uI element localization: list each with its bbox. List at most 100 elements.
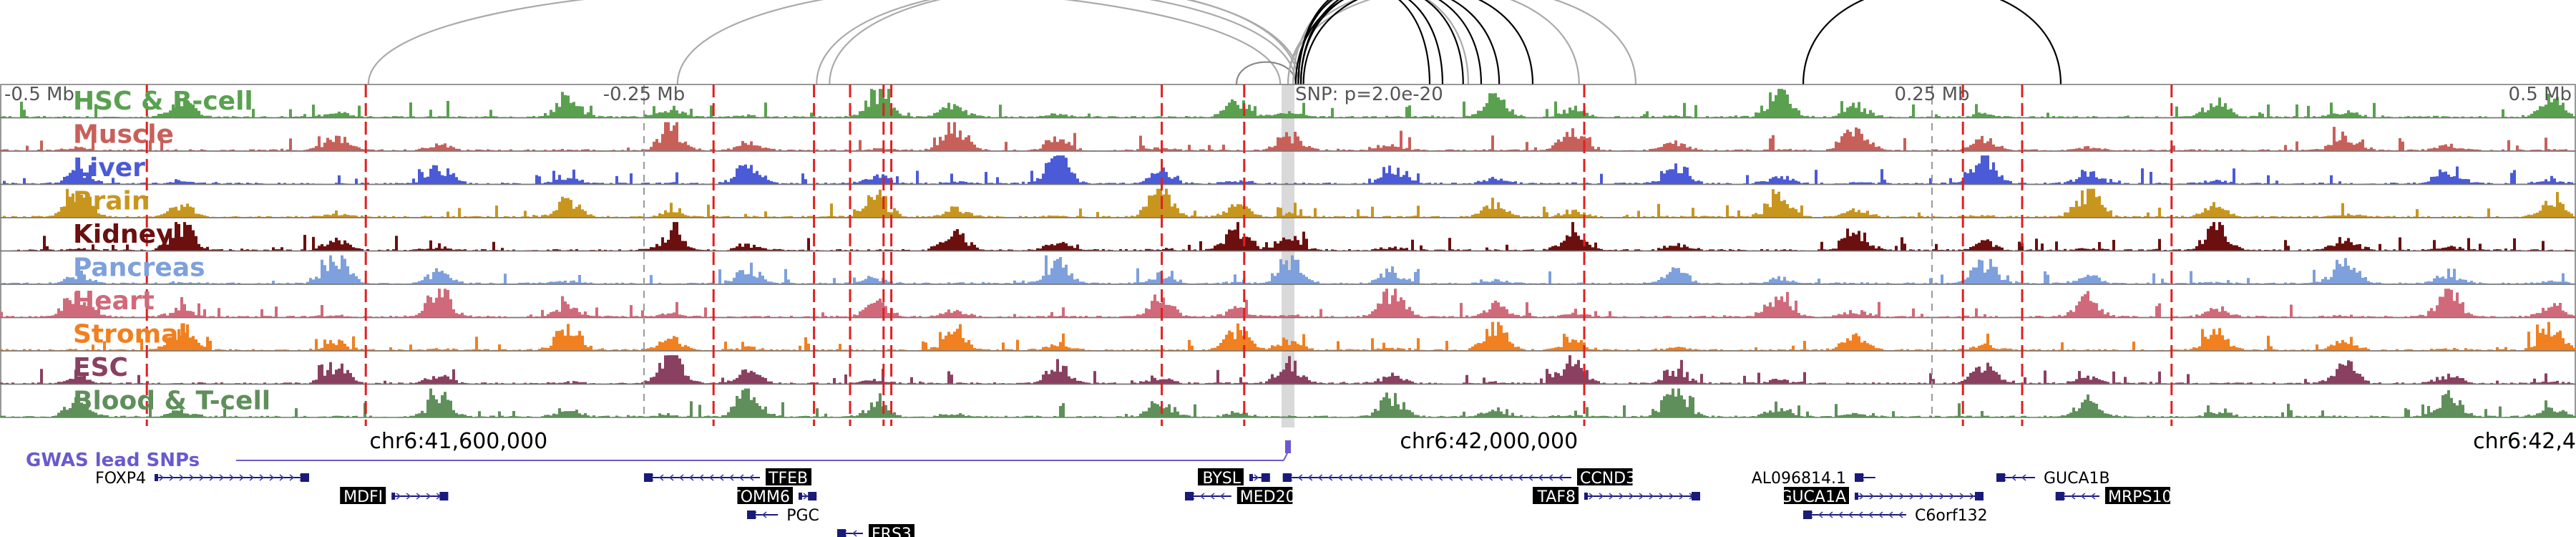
strand-chevron bbox=[1909, 493, 1915, 500]
gene-exon bbox=[2055, 493, 2059, 500]
strand-chevron bbox=[1387, 474, 1393, 481]
strand-chevron bbox=[1428, 474, 1433, 481]
gene-frs3: FRS3 bbox=[837, 524, 914, 537]
gene-label-box bbox=[340, 487, 386, 504]
gene-exon bbox=[1584, 493, 1588, 500]
gene-label: MED20 bbox=[1240, 488, 1296, 506]
signal-6 bbox=[0, 255, 2576, 284]
strand-chevron bbox=[1649, 493, 1654, 500]
strand-chevron bbox=[1889, 493, 1895, 500]
strand-chevron bbox=[728, 474, 734, 481]
strand-chevron bbox=[416, 493, 421, 500]
strand-chevron bbox=[1879, 493, 1885, 500]
strand-chevron bbox=[426, 493, 431, 500]
axis-tick-label: -0.25 Mb bbox=[603, 84, 685, 105]
gene-label: CCND3 bbox=[1580, 470, 1636, 488]
loop-arc-4 bbox=[829, 0, 1299, 85]
strand-chevron bbox=[1858, 511, 1863, 518]
signal-8 bbox=[0, 321, 2576, 351]
strand-chevron bbox=[1327, 474, 1333, 481]
strand-chevron bbox=[179, 474, 185, 481]
signal-9 bbox=[0, 355, 2576, 384]
gwas-lead-snps-track: GWAS lead SNPs bbox=[26, 440, 1291, 471]
strand-chevron bbox=[1528, 474, 1533, 481]
track-label: Pancreas bbox=[73, 253, 205, 283]
loop-arc-10 bbox=[1299, 0, 1483, 85]
snp-pvalue-label: SNP: p=2.0e-20 bbox=[1295, 84, 1443, 105]
strand-chevron bbox=[229, 474, 235, 481]
strand-chevron bbox=[1397, 474, 1403, 481]
strand-chevron bbox=[708, 474, 714, 481]
axis-tick-label: 0.25 Mb bbox=[1894, 84, 1969, 105]
gene-exon bbox=[799, 493, 802, 500]
gene-exon bbox=[644, 474, 648, 481]
strand-chevron bbox=[1458, 474, 1463, 481]
strand-chevron bbox=[1899, 493, 1905, 500]
strand-chevron bbox=[1888, 511, 1893, 518]
strand-chevron bbox=[1337, 474, 1343, 481]
strand-chevron bbox=[1407, 474, 1413, 481]
strand-chevron bbox=[1818, 511, 1823, 518]
gene-annotation-track: FOXP4MDFITFEBTOMM6PGCFRS3USP49BYSLMED20C… bbox=[95, 468, 2172, 537]
gene-label: TAF8 bbox=[1537, 488, 1576, 506]
coordinate-label: chr6:42,000,000 bbox=[1400, 429, 1578, 454]
strand-chevron bbox=[1448, 474, 1453, 481]
strand-chevron bbox=[159, 474, 165, 481]
strand-chevron bbox=[1949, 493, 1955, 500]
strand-chevron bbox=[1838, 511, 1843, 518]
gene-exon bbox=[1185, 493, 1189, 500]
strand-chevron bbox=[406, 493, 411, 500]
strand-chevron bbox=[1898, 511, 1903, 518]
loop-arc-3 bbox=[816, 0, 1302, 85]
gene-exon bbox=[391, 493, 396, 500]
strand-chevron bbox=[289, 474, 295, 481]
strand-chevron bbox=[1969, 493, 1975, 500]
strand-chevron bbox=[1367, 474, 1373, 481]
strand-chevron bbox=[718, 474, 724, 481]
strand-chevron bbox=[189, 474, 195, 481]
strand-chevron bbox=[1919, 493, 1925, 500]
track-label: Kidney bbox=[73, 220, 173, 249]
loop-arc-2 bbox=[676, 0, 1297, 85]
strand-chevron bbox=[1939, 493, 1945, 500]
axis-tick-labels: -0.5 Mb -0.25 Mb 0.25 Mb 0.5 Mb SNP: p=2.0e-… bbox=[4, 84, 2572, 105]
strand-chevron bbox=[396, 493, 401, 500]
gene-label: TOMM6 bbox=[730, 488, 790, 506]
strand-chevron bbox=[1589, 493, 1594, 500]
gene-exon bbox=[439, 492, 449, 500]
strand-chevron bbox=[1868, 511, 1873, 518]
gene-exon bbox=[837, 529, 846, 537]
gwas-lead-snp-marker bbox=[1285, 440, 1291, 453]
strand-chevron bbox=[1347, 474, 1353, 481]
gene-label: MDFI bbox=[343, 488, 383, 506]
loop-arc-14 bbox=[1302, 0, 1534, 85]
gene-bysl: BYSL bbox=[1198, 468, 1270, 488]
gene-label-box bbox=[1198, 468, 1244, 485]
gene-label: BYSL bbox=[1202, 470, 1241, 488]
gene-label-box bbox=[2105, 487, 2170, 504]
gene-pgc: PGC bbox=[747, 507, 819, 525]
strand-chevron bbox=[169, 474, 175, 481]
gene-label-box bbox=[1236, 487, 1293, 504]
strand-chevron bbox=[1254, 474, 1259, 481]
strand-chevron bbox=[852, 530, 857, 537]
gene-label: GUCA1B bbox=[2044, 470, 2110, 488]
gene-label-box bbox=[766, 468, 811, 485]
strand-chevron bbox=[1438, 474, 1443, 481]
gene-exon bbox=[155, 474, 158, 481]
strand-chevron bbox=[748, 474, 754, 481]
gene-guca1a: GUCA1A bbox=[1780, 487, 1984, 506]
track-label: Blood & T-cell bbox=[73, 387, 270, 416]
gene-taf8: TAF8 bbox=[1533, 487, 1700, 506]
strand-chevron bbox=[738, 474, 744, 481]
gene-mdfi: MDFI bbox=[340, 487, 449, 506]
gwas-track-label: GWAS lead SNPs bbox=[26, 450, 200, 471]
strand-chevron bbox=[1629, 493, 1634, 500]
track-label: ESC bbox=[73, 353, 128, 382]
strand-chevron bbox=[803, 493, 809, 500]
strand-chevron bbox=[1558, 474, 1563, 481]
strand-chevron bbox=[1538, 474, 1543, 481]
loop-arc-5 bbox=[1235, 61, 1297, 85]
